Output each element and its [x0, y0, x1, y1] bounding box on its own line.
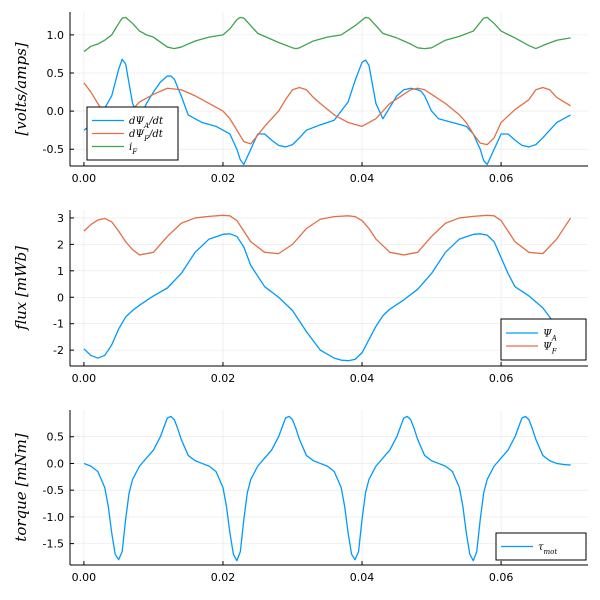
legend-box — [500, 318, 587, 361]
series-line-2 — [83, 214, 572, 256]
y-tick-label: -0.5 — [43, 484, 64, 497]
y-tick-label: 1.0 — [47, 29, 65, 42]
legend-entry-2: dΨF/dt — [129, 129, 164, 143]
y-tick-label: 0 — [57, 291, 64, 304]
y-tick-label: 1 — [57, 265, 64, 278]
y-axis-label: flux [mWb] — [12, 246, 30, 331]
legend-entry-2: ΨF — [543, 342, 558, 356]
y-tick-label: 0.5 — [47, 431, 65, 444]
x-tick-label: 0.04 — [350, 172, 375, 185]
legend-entry-1: dΨA/dt — [129, 116, 164, 130]
panel-1: 0.00 0.02 0.04 0.06 -0.5 0.0 0.5 1.0 [volts/amps… — [12, 12, 588, 185]
x-tick-label: 0.06 — [489, 172, 514, 185]
y-tick-label: 0.0 — [47, 105, 65, 118]
legend-entry-1: τmot — [538, 542, 557, 556]
x-tick-label: 0.06 — [489, 372, 514, 385]
y-axis-label: [volts/amps] — [12, 42, 30, 135]
y-tick-label: -2 — [53, 344, 64, 357]
legend: τmot — [495, 532, 587, 561]
series-line-1 — [83, 233, 572, 362]
y-tick-label: -1 — [53, 318, 64, 331]
y-tick-label: 0.0 — [47, 457, 65, 470]
x-tick-label: 0.06 — [489, 571, 514, 584]
x-tick-label: 0.00 — [72, 172, 97, 185]
x-tick-label: 0.04 — [350, 571, 375, 584]
series-line-3 — [83, 16, 571, 53]
y-tick-label: -1.0 — [43, 511, 64, 524]
x-tick-label: 0.02 — [211, 571, 236, 584]
y-tick-label: -0.5 — [43, 143, 64, 156]
x-tick-label: 0.04 — [350, 372, 375, 385]
y-tick-label: -1.5 — [43, 538, 64, 551]
y-tick-label: 2 — [57, 238, 64, 251]
y-tick-label: 0.5 — [47, 67, 65, 80]
legend-entry-3: iF — [129, 142, 138, 156]
series-line-1 — [83, 58, 571, 166]
x-tick-label: 0.02 — [211, 372, 236, 385]
series-line-1 — [83, 415, 571, 562]
panel-3: 0.00 0.02 0.04 0.06 -1.5 -1.0 -0.5 0.0 0.5 torque… — [12, 410, 588, 584]
y-axis-label: torque [mNm] — [12, 433, 30, 542]
y-tick-label: 3 — [57, 212, 64, 225]
legend-entry-1: ΨA — [543, 329, 557, 343]
x-tick-label: 0.02 — [211, 172, 236, 185]
x-tick-label: 0.00 — [72, 571, 97, 584]
series-line-2 — [83, 82, 571, 146]
x-tick-label: 0.00 — [72, 372, 97, 385]
